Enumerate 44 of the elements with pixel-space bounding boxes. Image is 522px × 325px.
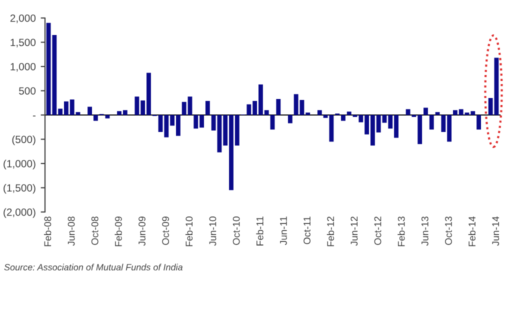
x-tick-label: Oct-10 — [232, 216, 240, 245]
bar — [341, 115, 346, 121]
x-tick-label: Feb-08 — [44, 216, 52, 246]
x-tick-label: Jun-09 — [138, 216, 146, 246]
x-tick-label: Feb-09 — [114, 216, 122, 246]
y-tick-label: 1,000 — [10, 63, 36, 72]
bar — [406, 109, 410, 115]
y-tick-label: (500) — [12, 135, 36, 146]
bar — [93, 115, 98, 121]
x-tick-label: Feb-13 — [398, 216, 405, 246]
x-tick-label: Jun-08 — [68, 216, 75, 246]
bar — [270, 115, 275, 130]
x-tick-label: Jun-11 — [280, 216, 287, 246]
bar — [88, 106, 92, 115]
x-tick-label: Oct-13 — [445, 216, 452, 245]
bar — [346, 112, 352, 115]
x-tick-label: Oct-09 — [162, 216, 170, 245]
x-tick-label: Feb-14 — [468, 216, 476, 246]
y-tick-label: 1,500 — [10, 38, 36, 48]
bar — [288, 115, 292, 124]
y-tick-label: 500 — [19, 87, 36, 95]
bar — [317, 110, 322, 115]
x-tick-label: Oct-12 — [374, 216, 382, 245]
y-tick-label: (1,500) — [4, 184, 36, 194]
bar — [105, 115, 110, 118]
y-tick-label: (1,000) — [4, 160, 36, 170]
bar — [276, 98, 281, 115]
y-tick-label: 2,000 — [10, 14, 36, 24]
x-tick-label: Jun-13 — [421, 216, 428, 246]
x-tick-label: Oct-11 — [304, 216, 310, 244]
bar — [435, 112, 440, 115]
y-tick-label: (2,000) — [4, 208, 36, 218]
x-tick-label: Jun-10 — [209, 216, 216, 246]
bar — [424, 108, 428, 115]
x-tick-label: Feb-11 — [256, 216, 264, 246]
bar — [429, 115, 434, 130]
x-tick-label: Oct-08 — [91, 216, 98, 245]
x-tick-label: Jun-12 — [350, 216, 358, 246]
x-tick-label: Feb-12 — [326, 216, 334, 246]
source-note: Source: Association of Mutual Funds of India — [4, 264, 183, 270]
bar — [205, 100, 210, 115]
x-tick-label: Jun-14 — [492, 216, 500, 246]
bar — [476, 115, 481, 130]
x-tick-label: Feb-10 — [185, 216, 193, 246]
